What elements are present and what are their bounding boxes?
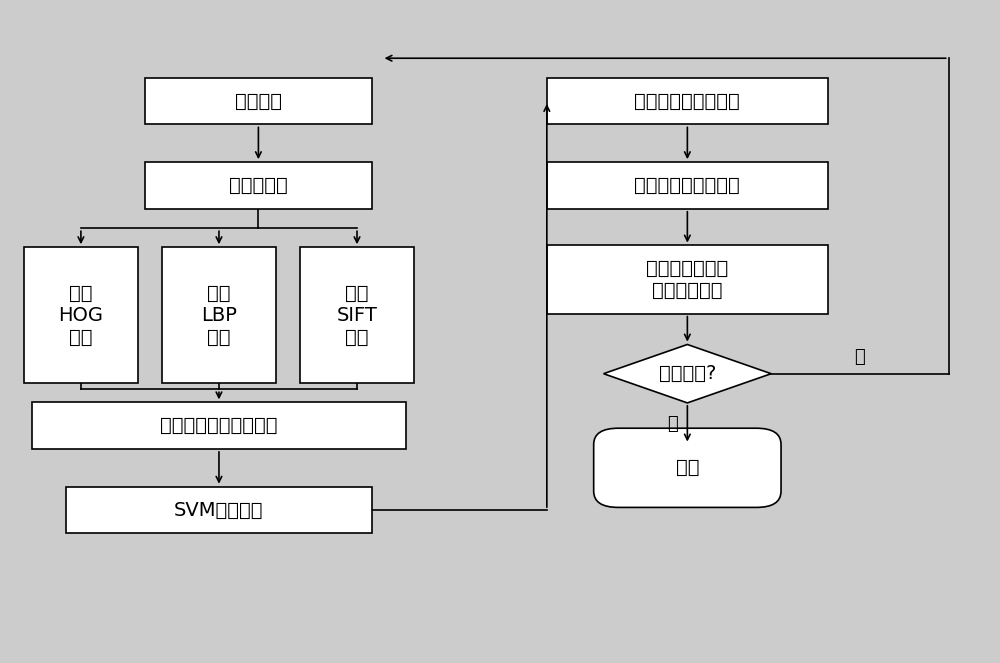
Text: 图像预处理: 图像预处理 bbox=[229, 176, 288, 195]
FancyBboxPatch shape bbox=[145, 78, 372, 125]
Text: 图像检测结果的融合: 图像检测结果的融合 bbox=[634, 176, 740, 195]
Text: 结束: 结束 bbox=[676, 458, 699, 477]
FancyBboxPatch shape bbox=[145, 162, 372, 209]
Text: 否: 否 bbox=[667, 414, 678, 433]
Text: 是否继续?: 是否继续? bbox=[659, 364, 716, 383]
FancyBboxPatch shape bbox=[594, 428, 781, 507]
Text: 检测图像尺寸的缩放: 检测图像尺寸的缩放 bbox=[634, 91, 740, 111]
Text: 融合三种特征并赋权值: 融合三种特征并赋权值 bbox=[160, 416, 278, 435]
Text: 是: 是 bbox=[855, 349, 865, 367]
Polygon shape bbox=[604, 345, 771, 403]
Text: SVM训练学习: SVM训练学习 bbox=[174, 501, 264, 520]
FancyBboxPatch shape bbox=[547, 78, 828, 125]
Text: 提取
LBP
特征: 提取 LBP 特征 bbox=[201, 284, 237, 347]
FancyBboxPatch shape bbox=[24, 247, 138, 383]
Text: 标记行人目标和
统计行人个数: 标记行人目标和 统计行人个数 bbox=[646, 259, 728, 300]
Text: 输入图像: 输入图像 bbox=[235, 91, 282, 111]
FancyBboxPatch shape bbox=[66, 487, 372, 533]
FancyBboxPatch shape bbox=[162, 247, 276, 383]
Text: 提取
HOG
特征: 提取 HOG 特征 bbox=[58, 284, 103, 347]
FancyBboxPatch shape bbox=[300, 247, 414, 383]
Text: 提取
SIFT
特征: 提取 SIFT 特征 bbox=[337, 284, 377, 347]
FancyBboxPatch shape bbox=[547, 162, 828, 209]
FancyBboxPatch shape bbox=[32, 402, 406, 449]
FancyBboxPatch shape bbox=[547, 245, 828, 314]
